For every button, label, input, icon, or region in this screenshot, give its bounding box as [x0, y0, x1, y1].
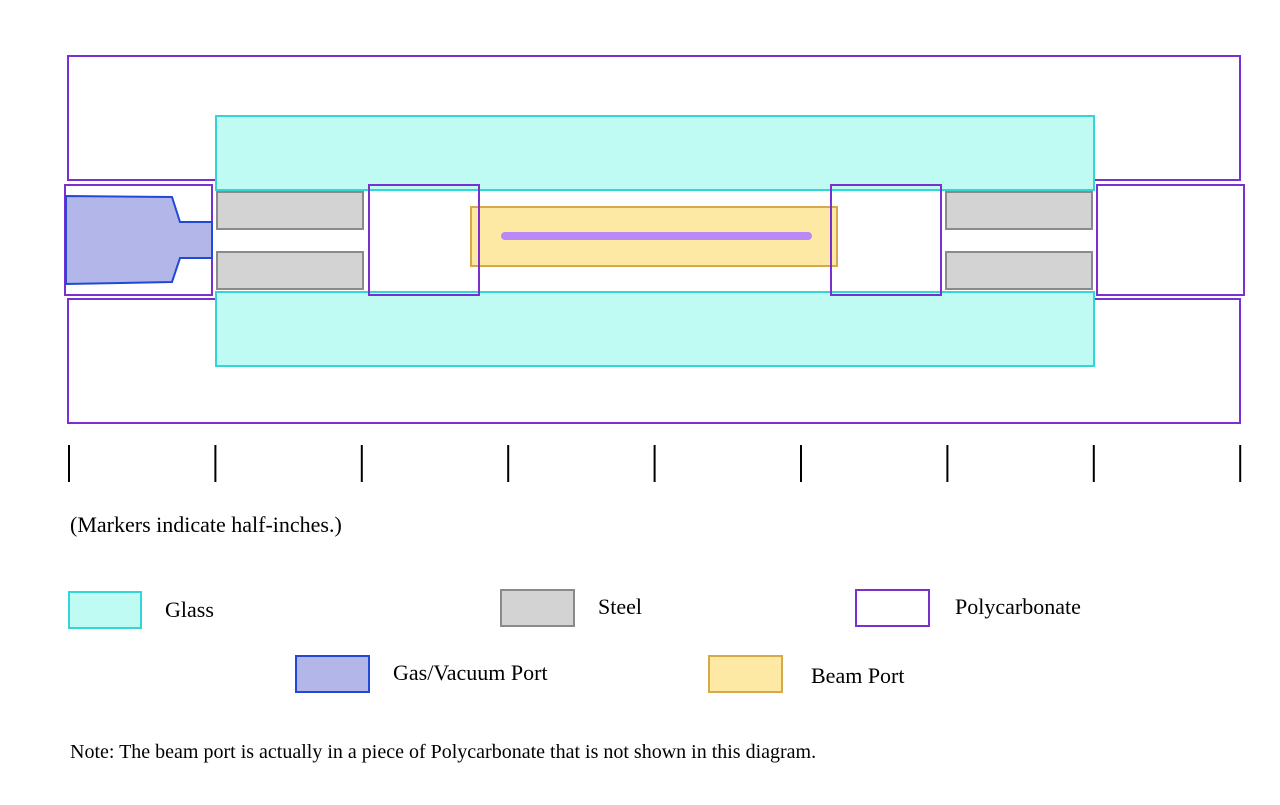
legend-label-beam-port: Beam Port — [811, 663, 905, 688]
steel-block-right-lower — [945, 251, 1093, 290]
legend-label-gas-vacuum-port: Gas/Vacuum Port — [393, 660, 548, 685]
glass-top-plate — [215, 115, 1095, 191]
steel-block-right-upper — [945, 191, 1093, 230]
scale-markers — [68, 445, 1242, 482]
glass-bottom-plate — [215, 291, 1095, 367]
legend-swatch-polycarbonate — [855, 589, 930, 627]
polycarbonate-inner-right-frame — [830, 184, 942, 296]
legend-swatch-steel — [500, 589, 575, 627]
legend-label-steel: Steel — [598, 594, 642, 619]
steel-block-left-lower — [216, 251, 364, 290]
polycarbonate-inner-left-frame — [368, 184, 480, 296]
footer-note: Note: The beam port is actually in a pie… — [70, 741, 816, 763]
legend-swatch-beam-port — [708, 655, 783, 693]
legend-label-polycarbonate: Polycarbonate — [955, 594, 1081, 619]
legend-swatch-gas-vacuum-port — [295, 655, 370, 693]
markers-caption: (Markers indicate half-inches.) — [70, 512, 342, 537]
legend-swatch-glass — [68, 591, 142, 629]
steel-block-left-upper — [216, 191, 364, 230]
gas-vacuum-port — [65, 194, 213, 286]
legend-label-glass: Glass — [165, 597, 214, 622]
polycarbonate-right-end-frame — [1096, 184, 1245, 296]
legend: Glass Steel Polycarbonate Gas/Vacuum Por… — [68, 589, 1081, 693]
